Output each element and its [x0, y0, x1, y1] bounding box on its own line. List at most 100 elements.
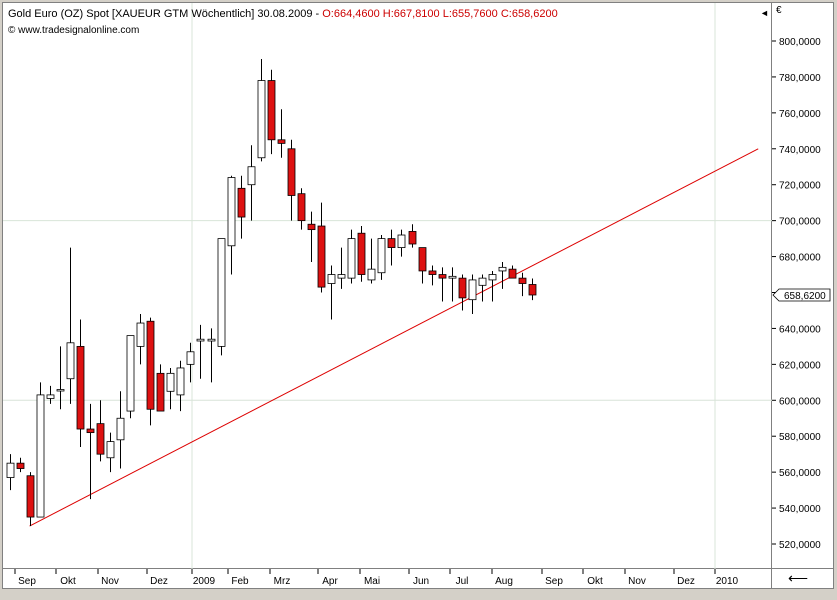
- source-url[interactable]: www.tradesignalonline.com: [18, 25, 140, 36]
- candle-body-40: [408, 231, 417, 245]
- candle-19: [196, 324, 205, 379]
- candle-body-3: [36, 394, 45, 518]
- y-tick-label-14: 520,0000: [779, 540, 821, 551]
- candle-body-8: [86, 428, 95, 434]
- candle-body-45: [458, 277, 467, 299]
- candle-body-6: [66, 342, 75, 380]
- candle-6: [66, 247, 75, 404]
- candle-body-22: [227, 177, 236, 247]
- x-tick-label-12: Sep: [545, 576, 563, 587]
- scroll-corner: ⟵: [772, 569, 834, 589]
- candle-body-35: [357, 232, 366, 275]
- candle-body-52: [528, 284, 537, 296]
- candle-body-48: [488, 274, 497, 281]
- candle-30: [307, 211, 316, 262]
- scroll-strip[interactable]: [2, 589, 834, 598]
- x-tick-label-15: Dez: [677, 576, 695, 587]
- candle-51: [518, 272, 527, 297]
- candle-45: [458, 274, 467, 311]
- candle-43: [438, 267, 447, 302]
- candle-body-17: [176, 367, 185, 396]
- candle-body-21: [217, 238, 226, 347]
- candle-8: [86, 403, 95, 500]
- candle-body-49: [498, 266, 507, 272]
- candle-1: [16, 457, 25, 473]
- x-tick-label-7: Apr: [322, 576, 338, 587]
- time-axis[interactable]: Sep Okt Nov Dez 2009 Feb Mrz Apr Mai Jun Jul Aug Sep…: [2, 569, 772, 589]
- candle-52: [528, 278, 537, 301]
- candle-15: [156, 364, 165, 412]
- x-tick-label-9: Jun: [413, 576, 429, 587]
- candle-14: [146, 317, 155, 426]
- candle-body-44: [448, 275, 457, 279]
- candle-38: [387, 229, 396, 266]
- plot-area[interactable]: Gold Euro (OZ) Spot [XAUEUR GTM Wöchentl…: [2, 2, 773, 570]
- y-tick-label-13: 540,0000: [779, 504, 821, 515]
- collapse-arrow-icon[interactable]: ◄: [760, 8, 769, 18]
- x-tick-label-5: Feb: [231, 576, 249, 587]
- candle-27: [277, 109, 286, 158]
- candle-body-15: [156, 372, 165, 412]
- candle-body-34: [347, 238, 356, 279]
- candle-41: [418, 247, 427, 284]
- candle-18: [186, 342, 195, 383]
- candle-44: [448, 267, 457, 302]
- candle-body-27: [277, 139, 286, 144]
- candle-body-9: [96, 423, 105, 455]
- last-price-label: 658,6200: [784, 291, 826, 302]
- y-tick-label-3: 740,0000: [779, 145, 821, 156]
- candle-37: [377, 235, 386, 280]
- double-arrow-icon[interactable]: ⟵: [788, 570, 809, 586]
- candle-39: [397, 229, 406, 257]
- candle-11: [116, 391, 125, 469]
- x-tick-label-4: 2009: [193, 576, 216, 587]
- candle-31: [317, 202, 326, 293]
- y-tick-label-5: 700,0000: [779, 217, 821, 228]
- support-trendline: [29, 148, 759, 527]
- candle-23: [237, 175, 246, 239]
- candle-body-23: [237, 187, 246, 218]
- y-tick-label-0: 800,0000: [779, 37, 821, 48]
- candle-body-30: [307, 223, 316, 231]
- candle-body-16: [166, 372, 175, 392]
- x-tick-label-16: 2010: [716, 576, 739, 587]
- candle-body-25: [257, 80, 266, 159]
- candle-body-26: [267, 80, 276, 141]
- candle-body-29: [297, 193, 306, 222]
- price-axis[interactable]: 800,0000 780,0000 760,0000 740,0000 720,0000…: [772, 2, 834, 569]
- chart-header: Gold Euro (OZ) Spot [XAUEUR GTM Wöchentl…: [8, 8, 558, 20]
- candle-29: [297, 188, 306, 230]
- last-price-tag: 658,6200: [772, 288, 831, 302]
- candle-body-32: [327, 274, 336, 284]
- candle-body-43: [438, 274, 447, 279]
- x-tick-label-8: Mai: [364, 576, 380, 587]
- y-tick-label-2: 760,0000: [779, 109, 821, 120]
- y-tick-label-11: 580,0000: [779, 432, 821, 443]
- candle-47: [478, 274, 487, 302]
- candle-body-46: [468, 279, 477, 301]
- candle-10: [106, 432, 115, 473]
- source-line: © www.tradesignalonline.com: [8, 25, 139, 36]
- time-axis-labels: Sep Okt Nov Dez 2009 Feb Mrz Apr Mai Jun Jul Aug Sep…: [14, 569, 739, 587]
- price-axis-labels: 800,0000 780,0000 760,0000 740,0000 720,0000…: [772, 37, 831, 551]
- candle-42: [428, 265, 437, 286]
- candle-46: [468, 274, 477, 315]
- y-tick-label-1: 780,0000: [779, 73, 821, 84]
- candle-2: [26, 472, 35, 527]
- candle-body-42: [428, 270, 437, 275]
- candle-12: [126, 335, 135, 419]
- candle-13: [136, 314, 145, 365]
- candle-body-19: [196, 338, 205, 342]
- candle-48: [488, 270, 497, 302]
- candle-0: [6, 454, 15, 491]
- currency-label: €: [776, 5, 782, 16]
- x-tick-label-3: Dez: [150, 576, 168, 587]
- candle-body-0: [6, 462, 15, 478]
- candle-body-47: [478, 277, 487, 286]
- candle-body-14: [146, 320, 155, 410]
- y-tick-label-9: 620,0000: [779, 360, 821, 371]
- x-tick-label-1: Okt: [60, 576, 76, 587]
- candle-25: [257, 58, 266, 162]
- candle-50: [508, 265, 517, 279]
